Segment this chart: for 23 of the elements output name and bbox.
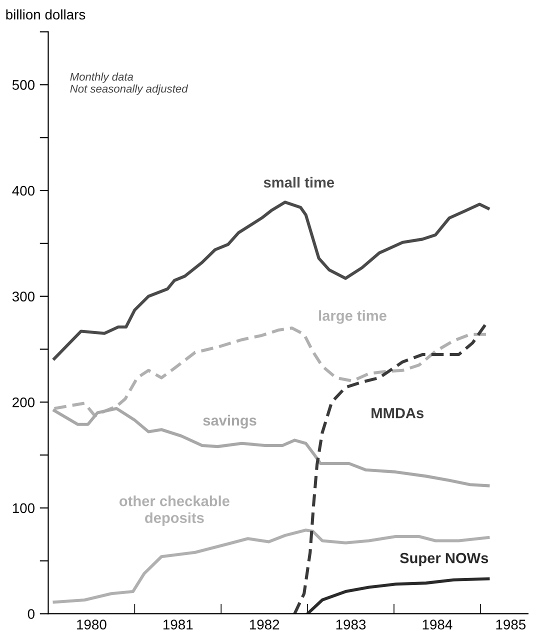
annotation: Monthly data Not seasonally adjusted	[70, 72, 188, 95]
line-series	[52, 528, 490, 604]
x-tick-label: 1984	[422, 620, 452, 630]
series-label: small time	[264, 176, 334, 188]
series-label: savings	[203, 414, 256, 429]
series-label: MMDAs	[372, 408, 424, 418]
y-tick-label: 500	[12, 80, 35, 90]
series-label: large time	[319, 310, 386, 324]
x-tick-label: 1983	[336, 620, 366, 630]
y-tick-label: 300	[12, 292, 35, 302]
line-series	[306, 577, 490, 614]
y-tick-label: 400	[12, 186, 35, 196]
y-tick-label: 100	[12, 503, 35, 514]
series-label: other checkable deposits	[119, 496, 230, 526]
x-tick-label: 1985	[496, 620, 526, 630]
x-tick-label: 1982	[250, 620, 280, 630]
x-tick-label: 1980	[77, 620, 106, 630]
y-tick-label: 200	[12, 397, 35, 408]
line-series	[52, 200, 490, 360]
y-tick-label: 0	[28, 609, 35, 619]
x-tick-label: 1981	[164, 620, 193, 630]
series-label: Super NOWs	[400, 552, 488, 566]
y-axis-title: billion dollars	[6, 9, 86, 20]
